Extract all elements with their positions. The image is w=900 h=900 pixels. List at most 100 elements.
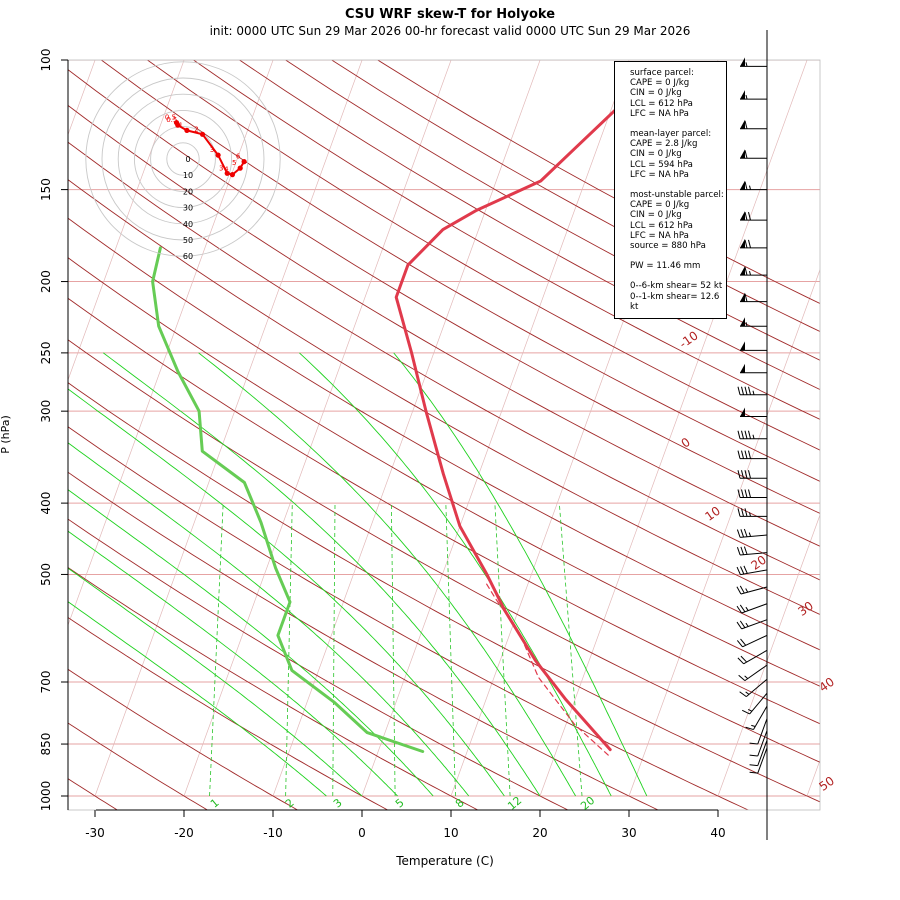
surface-lcl: LCL = 612 hPa [630,98,693,109]
wind-barb-feather [740,566,745,575]
isotherm-line [717,513,820,797]
wind-barb-feather [740,546,745,555]
isotherm-label: 0 [679,435,693,451]
most-unstable-heading: most-unstable parcel: [630,190,724,201]
most-unstable-cape: CAPE = 0 J/kg [630,200,690,211]
wind-barb [740,57,767,67]
wind-barb-feather [737,450,741,459]
wind-barb-feather [736,640,743,648]
wind-barb [737,386,767,396]
wind-barb-feather [736,566,741,575]
hodograph-point-label: 0.5 [166,116,177,124]
wind-barb-shaft [740,552,768,556]
wind-barb [749,730,768,757]
wind-barb-feather [739,604,746,613]
moist-adiabat [68,388,505,797]
dry-adiabat [101,60,820,482]
wind-barb-shaft [743,649,768,665]
wind-barb-half-feather [745,322,748,327]
wind-barb-feather [736,547,741,556]
wind-barb-feather [737,470,741,479]
wind-barb-half-feather [749,512,751,517]
wind-barb-feather [744,150,748,159]
wind-barb [739,678,768,698]
hodograph-point-label: 1 [179,121,183,129]
wind-barb [740,119,767,130]
wind-barb [740,317,767,327]
shear-0-1km: 0--1-km shear= 12.6 kt [630,291,720,312]
moist-adiabat [68,567,363,797]
wind-barb-shaft [757,740,768,766]
wind-barb-flag [740,363,745,373]
wind-barb-shaft [744,664,768,682]
x-axis-title: Temperature (C) [396,854,494,868]
wind-barb-shaft [740,569,768,576]
chart-title: CSU WRF skew-T for Holyoke [344,7,556,22]
moist-adiabat [68,530,398,797]
hodograph-point-label: 5 [232,159,236,167]
wind-barb-flag [740,238,745,248]
wind-barb [749,747,768,774]
wind-barb-shaft [740,586,768,595]
wind-barb [749,740,768,767]
y-tick-label: 1000 [39,781,53,812]
wind-barb-feather [740,638,747,646]
y-tick-label: 200 [39,270,53,293]
wind-barb [745,705,768,731]
mixing-ratio-line [445,503,456,797]
wind-barb-flag [740,292,745,302]
wind-barb-feather [744,470,748,479]
wind-barb-half-feather [745,94,748,100]
wind-barb-feather [736,621,743,630]
isotherm-line [896,60,900,796]
hodograph-point [199,131,206,137]
wind-barb-half-feather [744,675,749,679]
y-tick-label: 250 [39,341,53,364]
surface-cin: CIN = 0 J/kg [630,88,682,99]
wind-barb-feather [743,546,748,555]
wind-barb [740,180,767,191]
wind-barb-feather [748,470,751,479]
wind-barb-shaft [757,730,768,757]
isotherm-label: 10 [702,504,723,524]
hodograph-point-label: 3 [219,164,223,172]
wind-barb [737,450,767,460]
wind-barb [736,603,768,614]
x-tick-label: -30 [85,826,105,840]
wind-barb-half-feather [745,62,748,67]
y-tick-label: 400 [39,492,53,515]
wind-barb-feather [744,508,748,517]
wind-barb-feather [744,386,748,395]
dry-adiabat [193,60,820,420]
shear-0-6km: 0--6-km shear= 52 kt [630,281,723,292]
hodograph-ring-label: 0 [185,155,190,164]
wind-barb-flag [740,149,745,159]
dry-adiabat [68,382,820,803]
y-axis-title: P (hPa) [0,415,12,454]
parcel-profile [484,580,609,756]
wind-barb [737,430,767,440]
hodograph-point [229,172,235,178]
hodograph-ring-label: 10 [183,171,193,180]
x-tick-label: 30 [621,826,636,840]
wind-barb-half-feather [745,622,749,627]
wind-barb-feather [744,430,748,439]
wind-barb-feather [737,657,744,665]
wind-barb-flag [740,266,745,276]
dry-adiabat [68,339,820,763]
parcel-info-box: surface parcel: CAPE = 0 J/kg CIN = 0 J/… [614,61,727,319]
x-tick-label: 40 [710,826,725,840]
wind-barb-flag [740,211,745,221]
mean-layer-heading: mean-layer parcel: [630,129,712,140]
y-tick-label: 150 [39,178,53,201]
wind-barb [737,489,767,498]
axes-frame [61,59,821,817]
wind-barb [736,528,768,538]
wind-barb-feather [744,211,748,221]
temperature-profile [394,64,660,752]
x-tick-label: 0 [358,826,366,840]
dry-adiabat [68,297,820,725]
wind-barb-shaft [741,603,768,614]
